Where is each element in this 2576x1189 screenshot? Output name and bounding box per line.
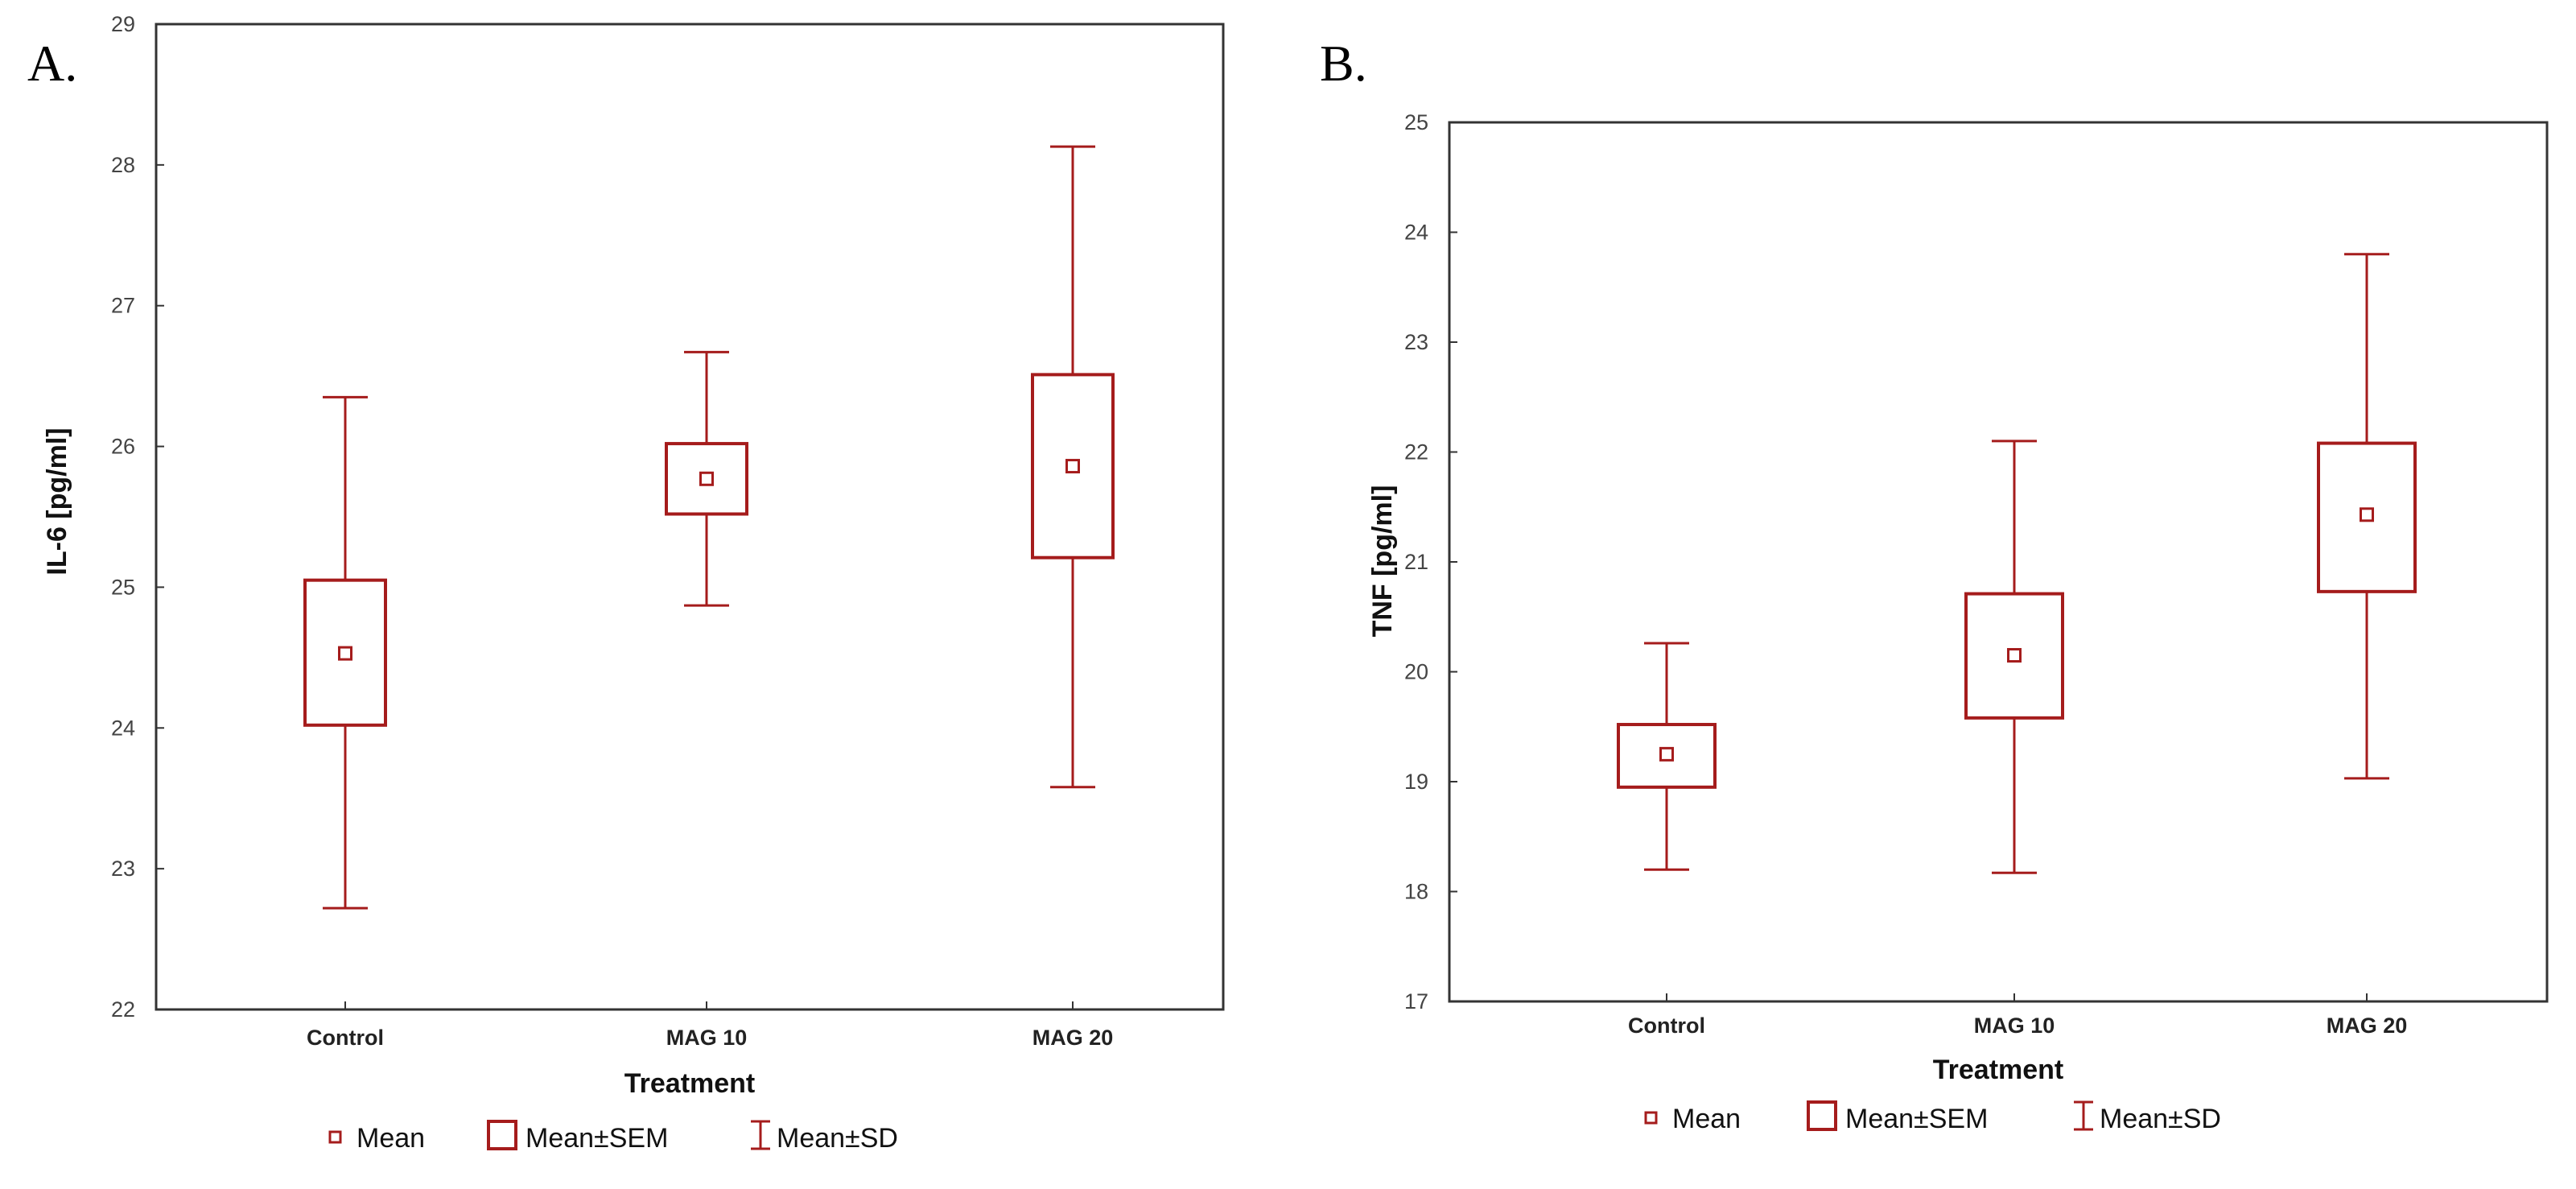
y-tick-label: 23 bbox=[1404, 330, 1428, 354]
panel-label-b: B. bbox=[1320, 35, 1367, 92]
legend-mean-icon bbox=[1644, 1111, 1658, 1125]
y-tick-label: 26 bbox=[111, 435, 135, 459]
legend-sem-label: Mean±SEM bbox=[526, 1123, 668, 1154]
y-tick-label: 20 bbox=[1404, 660, 1428, 684]
x-axis-title: Treatment bbox=[624, 1068, 756, 1099]
legend-sem-icon bbox=[487, 1120, 517, 1150]
x-tick-label: Control bbox=[307, 1026, 384, 1050]
legend-mean-icon bbox=[328, 1130, 342, 1144]
sem-box bbox=[303, 578, 387, 727]
x-tick-label: MAG 10 bbox=[1974, 1014, 2055, 1038]
sem-box bbox=[1031, 373, 1115, 559]
y-tick-label: 22 bbox=[1404, 440, 1428, 464]
legend-mean-label: Mean bbox=[1672, 1104, 1741, 1134]
sem-box bbox=[1617, 723, 1717, 789]
sem-box bbox=[1964, 592, 2064, 720]
sem-box bbox=[2317, 441, 2417, 593]
panel-label-a: A. bbox=[27, 35, 78, 92]
mean-marker bbox=[1065, 459, 1080, 474]
y-axis-title: IL-6 [pg/ml] bbox=[42, 427, 72, 575]
y-tick-label: 22 bbox=[111, 997, 135, 1022]
y-tick-label: 24 bbox=[111, 716, 135, 740]
y-tick-label: 25 bbox=[111, 575, 135, 599]
y-axis-title: TNF [pg/ml] bbox=[1367, 485, 1398, 638]
mean-marker bbox=[338, 646, 352, 661]
y-tick-label: 23 bbox=[111, 857, 135, 881]
mean-marker bbox=[2007, 648, 2022, 663]
mean-marker bbox=[699, 471, 714, 486]
legend-sem-icon bbox=[1807, 1100, 1837, 1131]
y-tick-label: 28 bbox=[111, 153, 135, 177]
legend-sem-label: Mean±SEM bbox=[1845, 1104, 1988, 1134]
mean-marker bbox=[2360, 507, 2374, 522]
sem-box bbox=[665, 442, 748, 516]
mean-marker bbox=[1659, 746, 1674, 762]
y-tick-label: 24 bbox=[1404, 221, 1428, 245]
y-tick-label: 21 bbox=[1404, 550, 1428, 574]
y-tick-label: 19 bbox=[1404, 770, 1428, 794]
x-tick-label: MAG 20 bbox=[2327, 1014, 2408, 1038]
y-tick-label: 18 bbox=[1404, 880, 1428, 904]
y-tick-label: 17 bbox=[1404, 989, 1428, 1014]
x-axis-title: Treatment bbox=[1933, 1055, 2064, 1085]
legend-mean-label: Mean bbox=[357, 1123, 425, 1154]
legend-sd-label: Mean±SD bbox=[777, 1123, 898, 1154]
y-tick-label: 25 bbox=[1404, 110, 1428, 134]
legend-sd-label: Mean±SD bbox=[2100, 1104, 2221, 1134]
chart-panel-b: 17 18 19 20 21 22 23 24 25 Control MAG 10 MAG 20 TNF… bbox=[1367, 110, 2549, 1134]
y-tick-label: 29 bbox=[111, 12, 135, 36]
x-tick-label: Control bbox=[1628, 1014, 1705, 1038]
plot-frame bbox=[155, 23, 1225, 1011]
x-tick-label: MAG 20 bbox=[1032, 1026, 1114, 1050]
chart-panel-a: 22 23 24 25 26 27 28 29 Control MAG 10 MAG 20 IL-6 … bbox=[42, 12, 1225, 1154]
y-tick-label: 27 bbox=[111, 294, 135, 318]
x-tick-label: MAG 10 bbox=[666, 1026, 748, 1050]
